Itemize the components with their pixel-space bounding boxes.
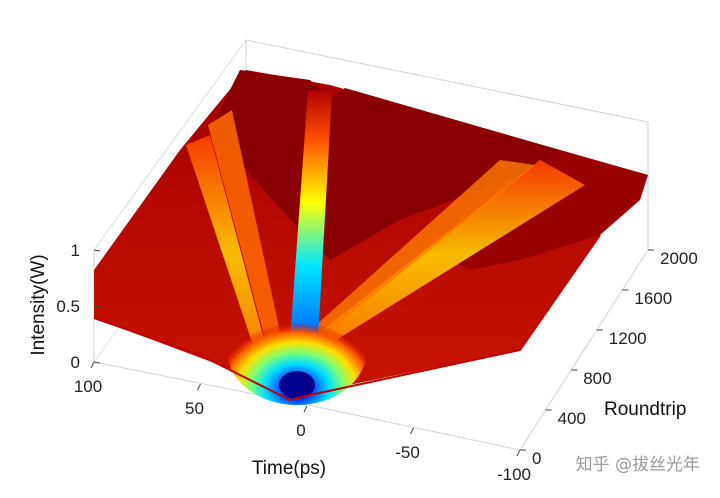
x-axis-ticks: 100 50 0 -50 -100 <box>74 361 531 484</box>
grid-line <box>93 39 247 251</box>
y-axis-label: Roundtrip <box>604 399 686 420</box>
x-axis-label: Time(ps) <box>252 458 326 479</box>
x-tick-label: -100 <box>497 465 531 484</box>
x-tick-mark <box>516 449 521 457</box>
y-axis-ticks: 0 400 800 1200 1600 2000 <box>520 249 698 468</box>
x-tick-mark <box>410 427 414 435</box>
x-tick-mark <box>90 361 95 369</box>
y-tick-label: 1200 <box>609 329 647 348</box>
dip-minimum <box>227 295 367 405</box>
z-axis-ticks: 00.51 <box>56 241 101 372</box>
x-tick-label: 50 <box>185 399 204 418</box>
z-tick-mark <box>93 249 101 252</box>
x-tick-label: 0 <box>296 421 305 440</box>
z-tick-label: 0 <box>71 353 80 372</box>
y-tick-label: 2000 <box>660 249 698 268</box>
y-tick-label: 1600 <box>634 289 672 308</box>
z-axis-label: Intensity(W) <box>28 254 49 355</box>
z-tick-mark <box>93 361 101 364</box>
z-tick-label: 1 <box>71 241 80 260</box>
ridge-right-inner <box>305 160 535 345</box>
y-tick-label: 800 <box>583 369 611 388</box>
watermark-text: 知乎 @拔丝光年 <box>576 455 700 475</box>
z-tick-mark <box>93 305 101 308</box>
ridge-right-outer <box>310 160 585 350</box>
x-tick-label: -50 <box>395 443 420 462</box>
surface-front-edge <box>93 234 601 402</box>
x-tick-mark <box>303 405 308 413</box>
y-tick-label: 0 <box>532 449 541 468</box>
y-tick-label: 400 <box>558 409 586 428</box>
surface-top-plateau <box>210 70 560 260</box>
x-tick-mark <box>197 383 201 391</box>
x-tick-label: 100 <box>74 377 102 396</box>
central-trench <box>290 90 332 340</box>
z-tick-label: 0.5 <box>56 297 80 316</box>
dip-core <box>279 371 315 399</box>
